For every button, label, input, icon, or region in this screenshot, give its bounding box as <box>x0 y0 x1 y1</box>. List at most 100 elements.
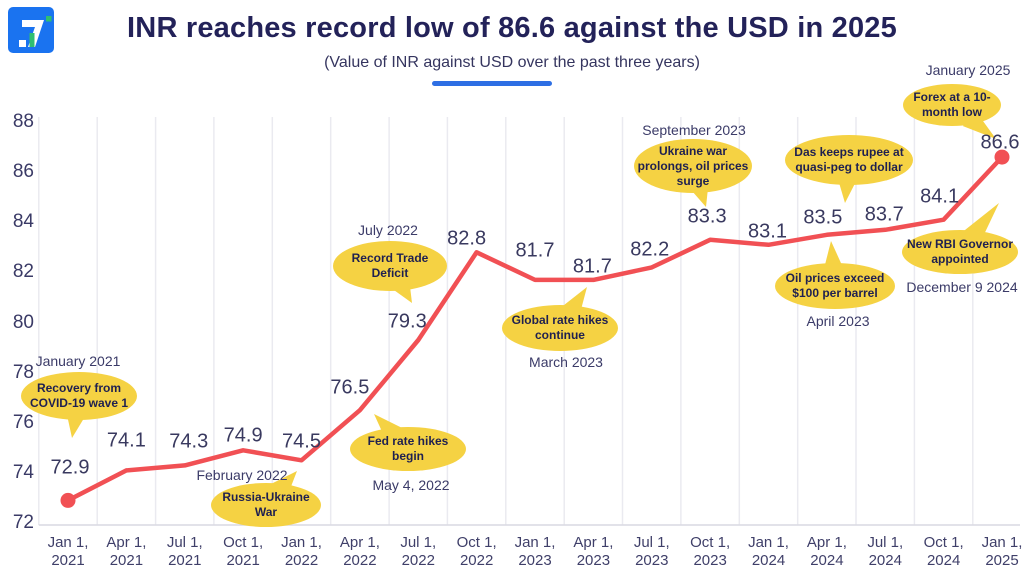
x-axis-tick-label: Apr 1, 2024 <box>797 534 857 570</box>
x-axis-tick-label: Oct 1, 2024 <box>914 534 974 570</box>
x-tick-line1: Oct 1, <box>923 534 964 551</box>
x-tick-line2: 2022 <box>401 552 435 569</box>
annotation-bubble: Ukraine war prolongs, oil prices surge <box>634 139 752 193</box>
x-tick-line1: Apr 1, <box>106 534 147 551</box>
x-tick-line2: 2021 <box>226 552 260 569</box>
x-tick-line2: 2023 <box>693 552 727 569</box>
x-tick-line2: 2023 <box>635 552 669 569</box>
annotation-bubble-text: Russia-Ukraine War <box>222 490 310 519</box>
data-point-value-label: 86.6 <box>980 131 1020 154</box>
x-axis-tick-label: Jul 1, 2024 <box>855 534 915 570</box>
x-axis-tick-label: Apr 1, 2021 <box>96 534 156 570</box>
annotation-bubble-text: Das keeps rupee at quasi-peg to dollar <box>794 145 904 174</box>
y-axis-tick-label: 84 <box>12 211 34 233</box>
x-tick-line2: 2025 <box>985 552 1019 569</box>
annotation-bubble: New RBI Governor appointed <box>902 230 1018 274</box>
x-tick-line2: 2024 <box>751 552 786 569</box>
data-point-value-label: 76.5 <box>330 376 370 399</box>
annotation-bubble-text: Record Trade Deficit <box>351 251 429 280</box>
y-axis-tick-label: 72 <box>12 512 34 533</box>
x-axis-tick-label: Oct 1, 2021 <box>213 534 273 570</box>
x-tick-line1: Jan 1, <box>748 534 789 551</box>
annotation-bubble: Fed rate hikes begin <box>350 427 466 471</box>
page-title: INR reaches record low of 86.6 against t… <box>127 12 897 44</box>
x-axis-tick-label: Jul 1, 2023 <box>622 534 682 570</box>
annotation-date-label: March 2023 <box>529 354 603 370</box>
x-tick-line1: Jan 1, <box>981 534 1023 551</box>
annotation-date-label: September 2023 <box>642 122 746 138</box>
annotation-date-label: December 9 2024 <box>906 279 1018 295</box>
x-axis-tick-label: Jan 1, 2023 <box>505 534 565 570</box>
x-axis-tick-label: Jan 1, 2024 <box>739 534 799 570</box>
annotation-bubble-text: New RBI Governor appointed <box>906 237 1014 266</box>
data-point-value-label: 83.1 <box>748 220 787 243</box>
x-tick-line2: 2021 <box>109 552 144 569</box>
endpoint-dot <box>60 492 76 508</box>
annotation-bubble: Russia-Ukraine War <box>211 483 321 527</box>
annotation-bubble: Das keeps rupee at quasi-peg to dollar <box>785 135 913 185</box>
data-point-value-label: 82.8 <box>447 227 487 250</box>
x-tick-line2: 2024 <box>868 552 902 569</box>
data-point-value-label: 72.9 <box>50 456 90 479</box>
x-axis-tick-label: Apr 1, 2023 <box>563 534 623 570</box>
x-tick-line2: 2022 <box>459 552 494 569</box>
x-tick-line1: Oct 1, <box>690 534 731 551</box>
annotation-date-label: April 2023 <box>806 313 870 329</box>
data-point-value-label: 82.2 <box>630 238 670 261</box>
x-tick-line1: Apr 1, <box>573 534 614 551</box>
data-point-value-label: 83.7 <box>864 203 904 226</box>
annotation-bubble: Recovery from COVID-19 wave 1 <box>21 372 137 420</box>
data-point-value-label: 74.3 <box>169 430 209 453</box>
data-point-value-label: 74.9 <box>223 424 263 447</box>
x-axis-tick-label: Oct 1, 2022 <box>447 534 507 570</box>
y-axis-tick-label: 80 <box>12 311 34 333</box>
x-axis-tick-label: Jan 1, 2022 <box>272 534 332 570</box>
inr-usd-line <box>65 154 1005 503</box>
x-tick-line1: Oct 1, <box>223 534 264 551</box>
annotation-date-label: January 2025 <box>925 62 1011 78</box>
data-point-value-label: 74.5 <box>282 430 321 453</box>
annotation-date-label: February 2022 <box>196 467 288 483</box>
y-axis-tick-label: 76 <box>12 411 34 433</box>
x-tick-line1: Jul 1, <box>867 534 904 551</box>
y-axis-tick-label: 78 <box>12 361 34 383</box>
annotation-date-label: May 4, 2022 <box>372 477 450 493</box>
x-tick-line1: Jul 1, <box>400 534 437 551</box>
data-point-value-label: 79.3 <box>387 310 427 333</box>
data-point-value-label: 83.3 <box>687 205 727 228</box>
x-axis-tick-label: Jan 1, 2021 <box>38 534 98 570</box>
x-tick-line2: 2021 <box>168 552 202 569</box>
annotation-bubble-text: Fed rate hikes begin <box>367 434 449 463</box>
annotation-bubble-text: Recovery from COVID-19 wave 1 <box>29 381 129 410</box>
annotation-tail <box>823 241 844 271</box>
x-axis-tick-label: Jul 1, 2022 <box>388 534 448 570</box>
annotation-bubble-text: Oil prices exceed $100 per barrel <box>785 271 885 300</box>
subtitle-underline <box>432 81 552 86</box>
data-point-value-label: 84.1 <box>920 185 960 208</box>
data-point-value-label: 83.5 <box>803 206 843 229</box>
x-tick-line2: 2024 <box>926 552 961 569</box>
y-axis-tick-label: 88 <box>12 111 34 132</box>
x-tick-line1: Jan 1, <box>47 534 89 551</box>
x-tick-line1: Apr 1, <box>339 534 380 551</box>
page-subtitle: (Value of INR against USD over the past … <box>324 54 700 71</box>
x-tick-line1: Apr 1, <box>806 534 847 551</box>
x-tick-line2: 2023 <box>518 552 552 569</box>
annotation-bubble-text: Forex at a 10- month low <box>913 90 991 119</box>
annotation-bubble: Global rate hikes continue <box>502 305 618 351</box>
logo <box>8 7 54 53</box>
annotation-bubble-text: Ukraine war prolongs, oil prices surge <box>637 143 749 188</box>
x-tick-line1: Oct 1, <box>456 534 497 551</box>
logo-icon <box>8 7 54 53</box>
data-point-value-label: 81.7 <box>515 239 555 262</box>
x-tick-line1: Jul 1, <box>633 534 670 551</box>
data-point-value-label: 81.7 <box>572 255 612 278</box>
annotation-bubble-text: Global rate hikes continue <box>511 313 609 342</box>
annotation-date-label: January 2021 <box>35 353 121 369</box>
y-axis-tick-label: 74 <box>12 461 34 483</box>
x-axis-tick-label: Jan 1, 2025 <box>972 534 1024 570</box>
x-tick-line2: 2022 <box>343 552 377 569</box>
x-tick-line2: 2024 <box>810 552 844 569</box>
